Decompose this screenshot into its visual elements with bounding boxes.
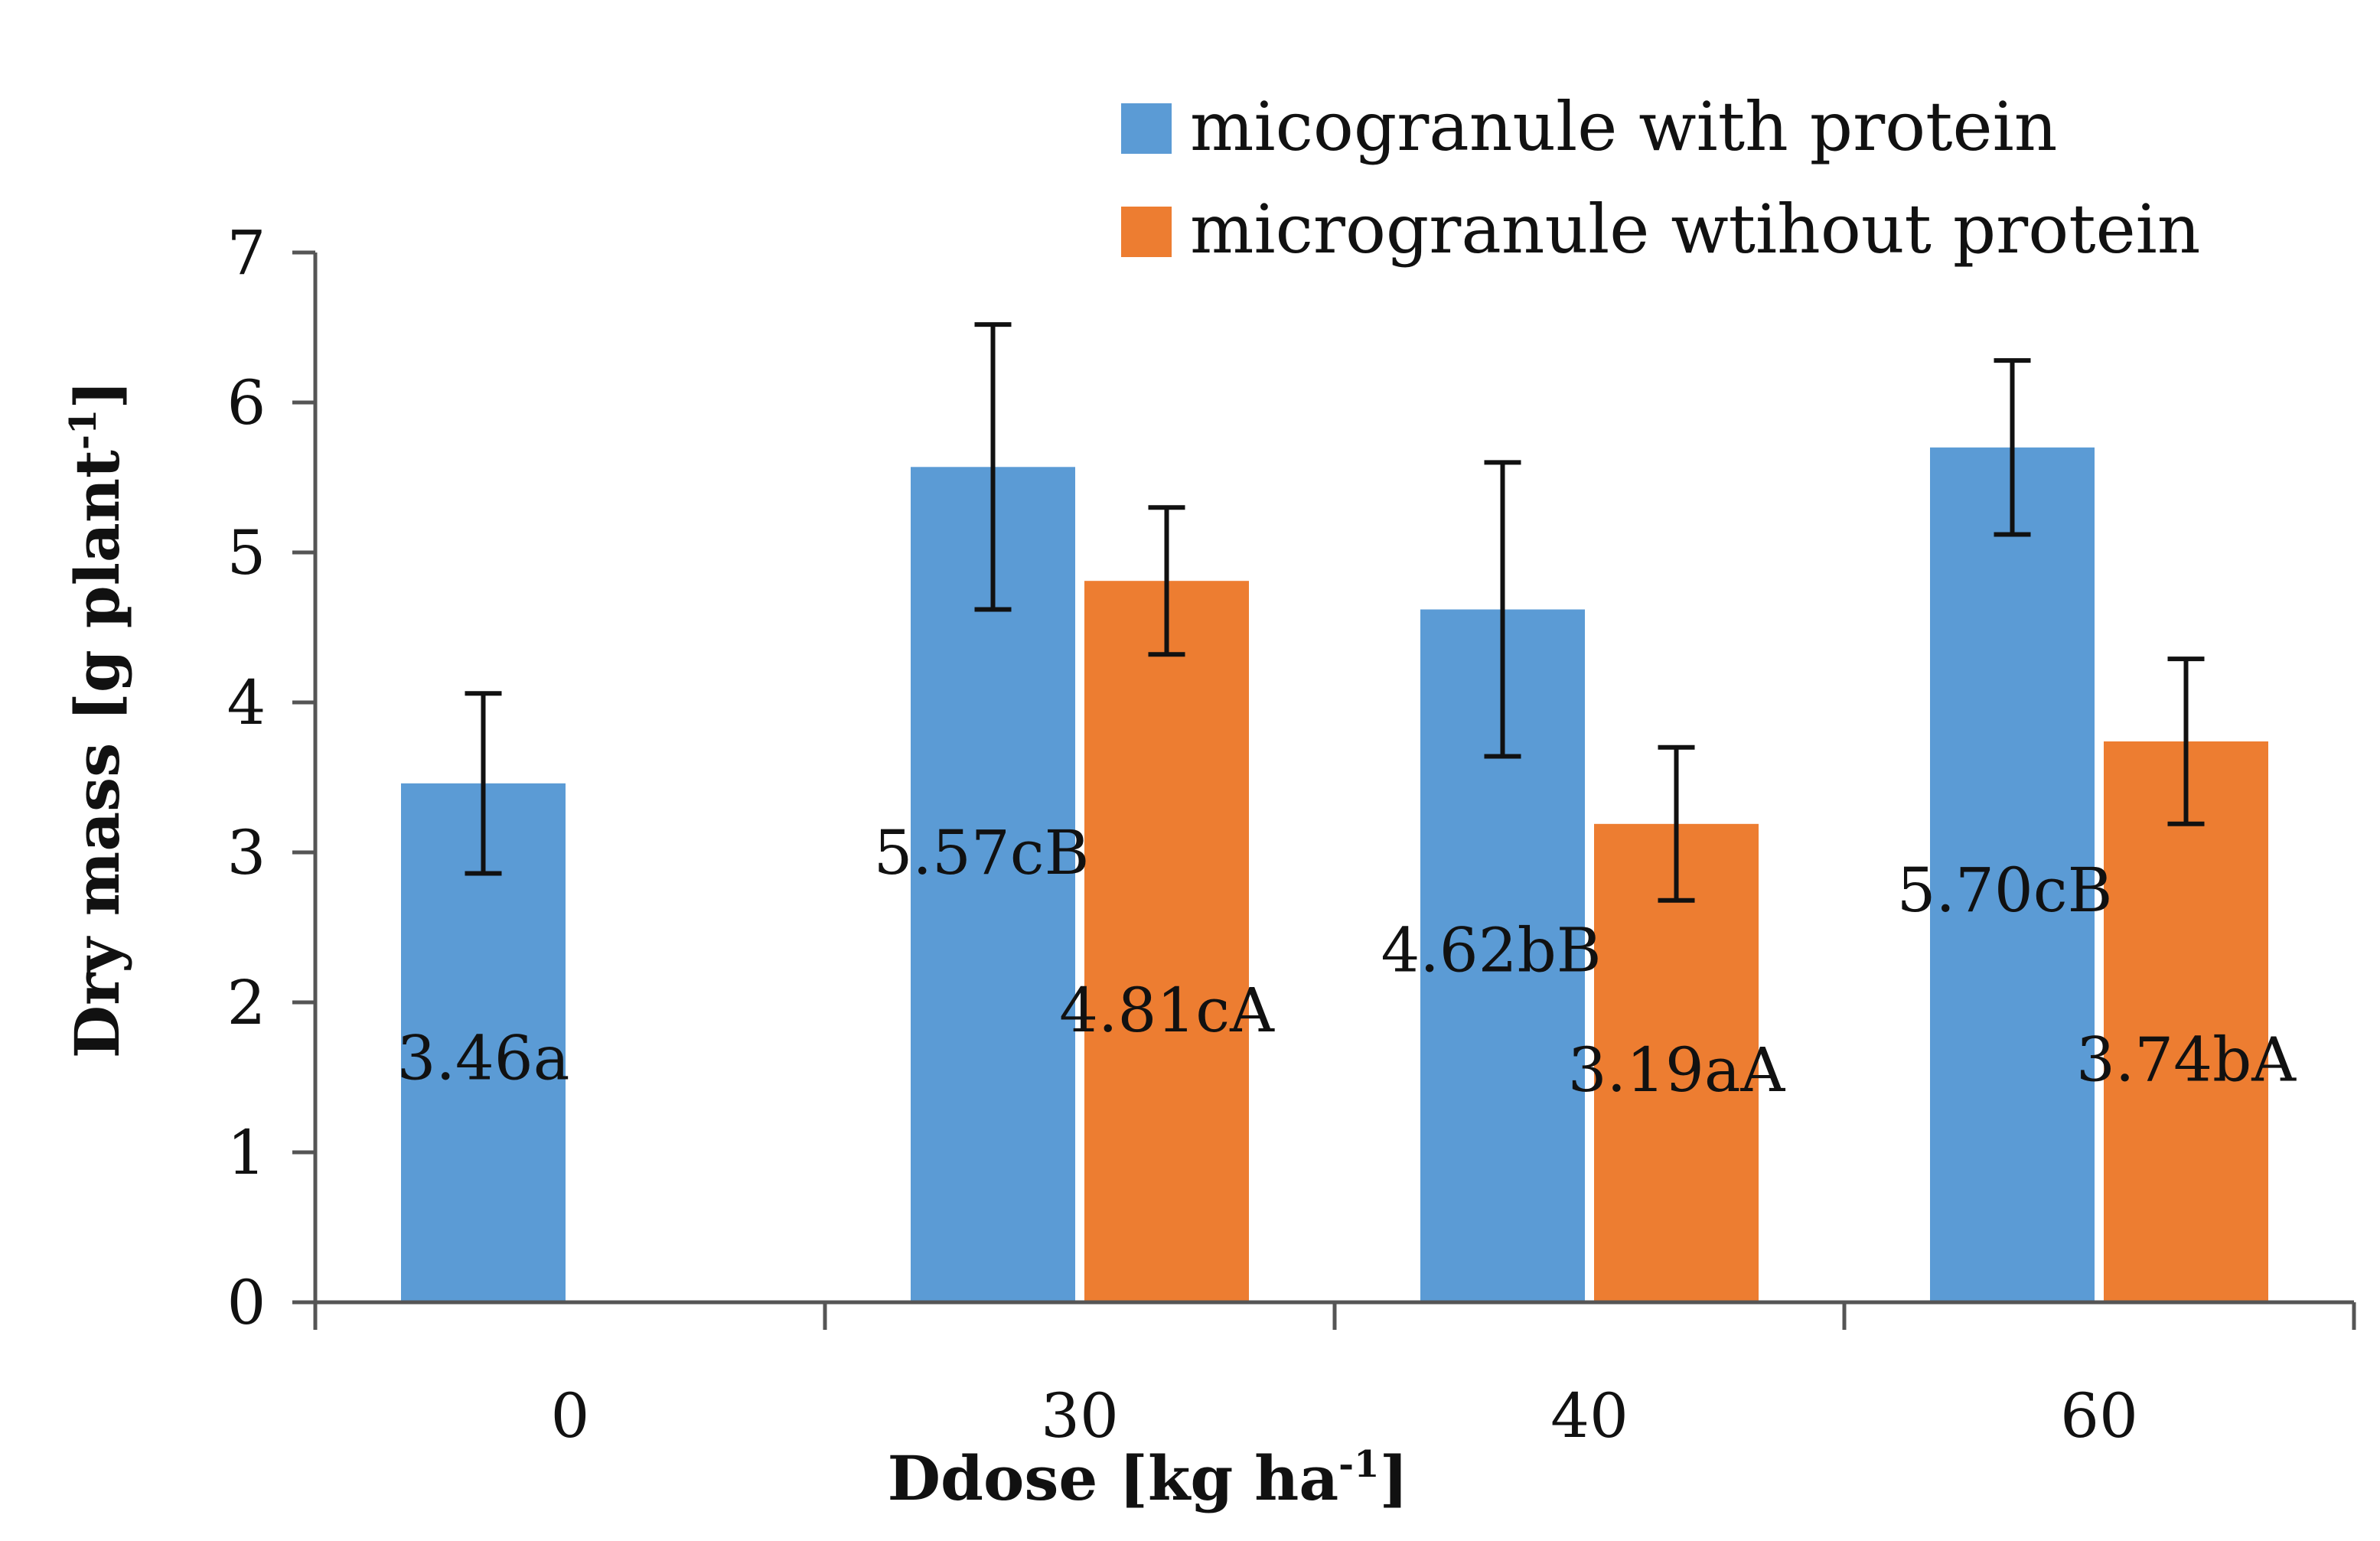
x-tick-label-0: 0 [551, 1380, 590, 1451]
data-label-without-protein-30: 4.81cA [1059, 975, 1275, 1046]
bars-layer [401, 447, 2268, 1302]
data-label-with-protein-60: 5.70cB [1897, 855, 2113, 926]
x-axis-title: Ddose [kg ha-1] [888, 1442, 1409, 1514]
bar-without-protein-40 [1594, 823, 1759, 1302]
data-label-with-protein-40: 4.62bB [1381, 914, 1601, 986]
y-tick-label-1: 1 [227, 1117, 266, 1188]
error-bar-without-protein-30 [1148, 505, 1185, 657]
legend-swatch-without-protein [1121, 207, 1172, 257]
legend: micogranule with protein microgranule wt… [1121, 87, 2200, 269]
error-bar-without-protein-40 [1658, 744, 1695, 903]
data-label-without-protein-60: 3.74bA [2076, 1025, 2297, 1096]
y-tick-label-6: 6 [227, 367, 266, 438]
axes-layer: 0 1 2 3 4 5 6 7 0 30 40 60 [227, 217, 2356, 1451]
bar-with-protein-60 [1930, 447, 2095, 1302]
y-tick-label-7: 7 [227, 217, 266, 288]
legend-label-without-protein: microgranule wtihout protein [1190, 190, 2200, 269]
data-label-without-protein-40: 3.19aA [1568, 1034, 1786, 1106]
error-bar-with-protein-30 [974, 322, 1012, 612]
y-tick-label-5: 5 [227, 517, 266, 588]
error-bars-layer [465, 322, 2205, 903]
y-tick-label-0: 0 [227, 1267, 266, 1338]
y-tick-label-2: 2 [227, 967, 266, 1038]
x-tick-label-40: 40 [1550, 1380, 1629, 1451]
x-tick-label-30: 30 [1041, 1380, 1119, 1451]
legend-swatch-with-protein [1121, 103, 1172, 154]
data-label-with-protein-0: 3.46a [397, 1023, 570, 1094]
error-bar-with-protein-40 [1484, 460, 1521, 759]
error-bar-without-protein-60 [2167, 656, 2205, 826]
data-label-with-protein-30: 5.57cB [874, 817, 1090, 888]
error-bar-with-protein-0 [465, 691, 502, 876]
legend-label-with-protein: micogranule with protein [1190, 87, 2057, 166]
bar-without-protein-30 [1084, 581, 1249, 1302]
x-tick-label-60: 60 [2060, 1380, 2138, 1451]
y-tick-label-4: 4 [227, 667, 266, 738]
data-labels-layer: 3.46a 5.57cB 4.62bB 5.70cB 4.81cA 3.19aA 3.74b… [397, 817, 2297, 1106]
bar-without-protein-60 [2104, 741, 2268, 1302]
y-tick-label-3: 3 [227, 817, 266, 888]
error-bar-with-protein-60 [1994, 358, 2031, 537]
y-axis-title: Dry mass [g plant-1] [61, 380, 133, 1058]
